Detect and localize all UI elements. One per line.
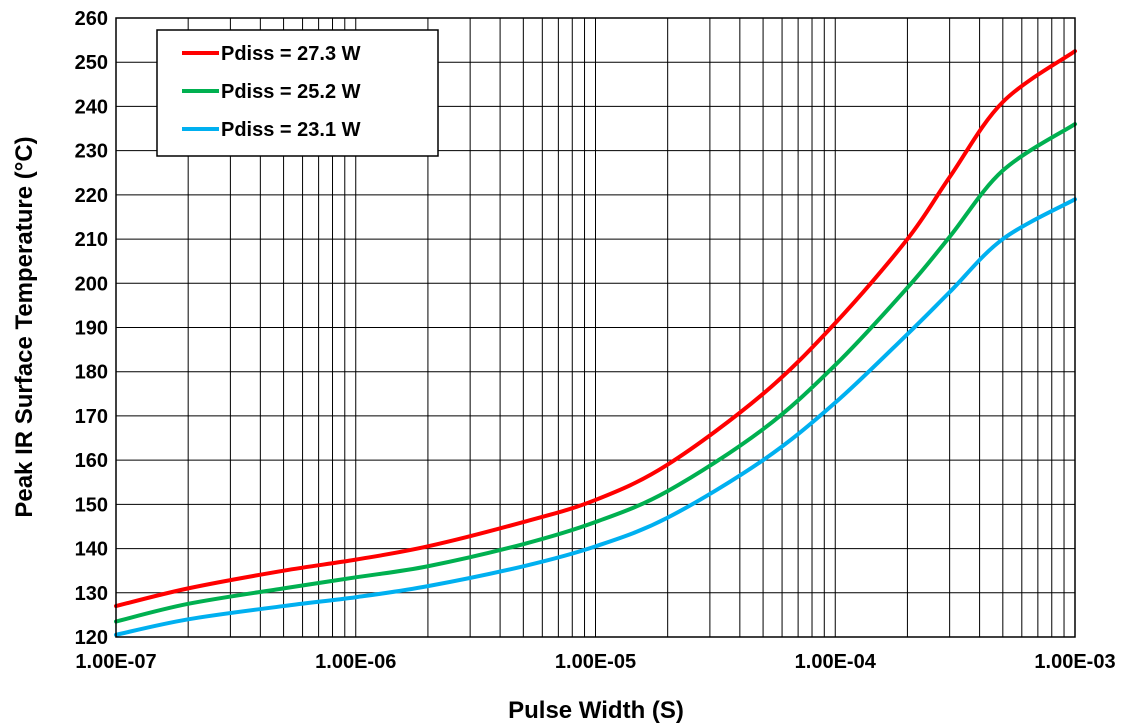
legend: Pdiss = 27.3 W Pdiss = 25.2 W Pdiss = 23.1…	[156, 29, 439, 157]
x-axis-label: Pulse Width (S)	[508, 697, 684, 724]
legend-label: Pdiss = 23.1 W	[221, 119, 361, 141]
y-tick-label: 170	[75, 406, 108, 428]
y-tick-label: 130	[75, 583, 108, 605]
y-tick-label: 180	[75, 362, 108, 384]
y-tick-label: 150	[75, 494, 108, 516]
y-tick-label: 250	[75, 52, 108, 74]
series-line-2	[114, 122, 1077, 624]
x-tick-label: 1.00E-06	[315, 651, 396, 673]
y-tick-label: 190	[75, 318, 108, 340]
series-line-1	[114, 49, 1077, 609]
plot-frame	[115, 17, 1076, 638]
x-tick-label: 1.00E-04	[795, 651, 877, 673]
y-tick-label: 120	[75, 627, 108, 649]
y-tick-label: 140	[75, 539, 108, 561]
series-layer	[114, 49, 1077, 637]
y-tick-label: 220	[75, 185, 108, 207]
legend-label: Pdiss = 27.3 W	[221, 43, 361, 65]
legend-label: Pdiss = 25.2 W	[221, 81, 361, 103]
x-tick-label: 1.00E-07	[75, 651, 156, 673]
series-line-3	[114, 197, 1077, 637]
y-tick-label: 240	[75, 96, 108, 118]
y-tick-label: 260	[75, 8, 108, 30]
x-tick-label: 1.00E-03	[1034, 651, 1115, 673]
y-tick-label: 230	[75, 141, 108, 163]
x-tick-label: 1.00E-05	[555, 651, 636, 673]
ticks: 120 130 140 150 160 170 180 190 200 210 220 230 240 2…	[75, 8, 1116, 673]
y-tick-label: 160	[75, 450, 108, 472]
y-tick-label: 200	[75, 273, 108, 295]
y-tick-label: 210	[75, 229, 108, 251]
y-axis-label: Peak IR Surface Temperature (°C)	[11, 136, 38, 517]
